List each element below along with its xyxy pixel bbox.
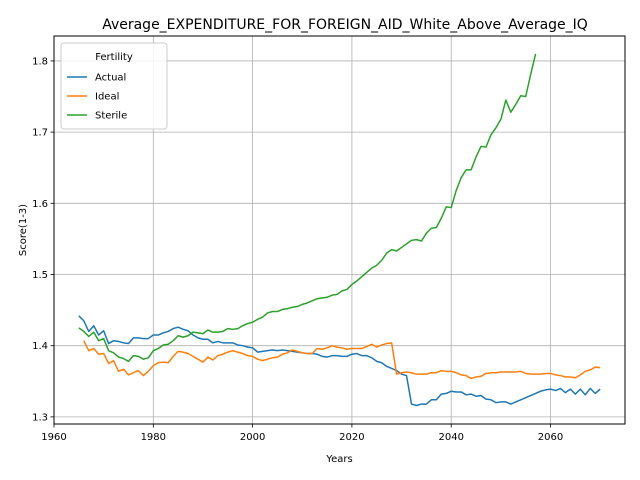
y-tick-label: 1.6 — [32, 199, 48, 210]
chart-title: Average_EXPENDITURE_FOR_FOREIGN_AID_Whit… — [102, 17, 588, 33]
legend-label-sterile: Sterile — [95, 111, 127, 122]
series-line-sterile — [78, 53, 537, 363]
x-tick-label: 2040 — [438, 432, 463, 443]
legend-frame — [60, 42, 168, 130]
x-tick-label: 2000 — [240, 432, 265, 443]
legend-label-actual: Actual — [95, 73, 126, 84]
series-lines — [78, 53, 601, 407]
y-tick-label: 1.5 — [32, 270, 48, 281]
x-tick-label: 1980 — [141, 432, 166, 443]
y-tick-label: 1.7 — [32, 128, 48, 139]
x-tick-label: 2060 — [538, 432, 563, 443]
y-axis: 1.3 1.4 1.5 1.6 1.7 1.8 — [32, 56, 54, 423]
series-line-actual — [78, 315, 601, 407]
y-tick-label: 1.4 — [32, 341, 48, 352]
plot-area-frame — [53, 35, 626, 425]
x-tick-label: 2020 — [339, 432, 364, 443]
legend-label-ideal: Ideal — [95, 92, 119, 103]
legend-title: Fertility — [95, 52, 133, 63]
grid — [53, 36, 625, 424]
legend: Fertility Actual Ideal Sterile — [60, 42, 168, 130]
x-axis: 1960 1980 2000 2020 2040 2060 — [41, 424, 563, 443]
x-tick-label: 1960 — [41, 432, 66, 443]
x-axis-label: Years — [325, 454, 352, 465]
y-tick-label: 1.3 — [32, 412, 48, 423]
series-line-ideal — [83, 340, 601, 380]
y-tick-label: 1.8 — [32, 56, 48, 67]
y-axis-label: Score(1-3) — [18, 204, 29, 256]
